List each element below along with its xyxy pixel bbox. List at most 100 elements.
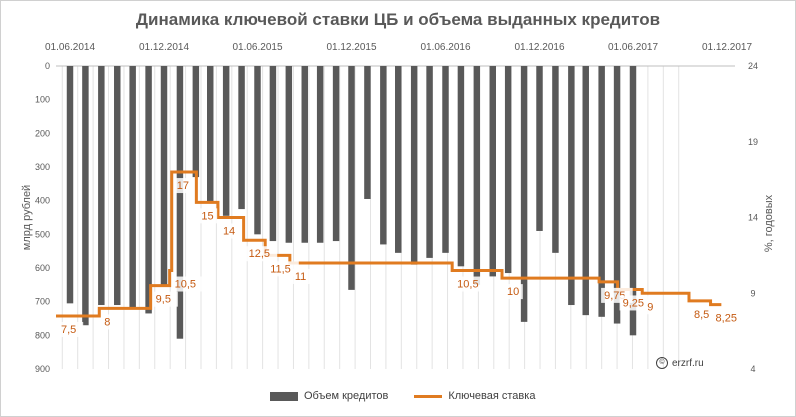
bar <box>613 66 621 324</box>
rate-label: 11 <box>295 271 306 283</box>
bar <box>145 66 152 314</box>
bar <box>285 66 293 243</box>
bar <box>160 66 168 285</box>
rate-label-bg <box>619 295 652 311</box>
legend-item-bars: Объем кредитов <box>270 390 388 402</box>
bar <box>582 66 589 316</box>
y-left-tick-label: 700 <box>35 297 50 307</box>
bar <box>552 66 559 253</box>
y-right-axis-title: %, годовых <box>763 194 775 252</box>
rate-label: 14 <box>223 226 235 238</box>
bar <box>348 66 355 290</box>
bar <box>301 66 308 243</box>
rate-label-bg <box>101 314 114 330</box>
rate-label: 9,25 <box>623 297 644 309</box>
rate-label-bg <box>504 284 523 300</box>
rate-label-bg <box>245 246 278 262</box>
y-right-tick-label: 19 <box>748 137 758 147</box>
rate-label-bg <box>219 223 239 239</box>
y-left-tick-label: 500 <box>35 229 50 239</box>
bar <box>410 66 418 265</box>
bar <box>269 66 277 242</box>
bar <box>395 66 402 253</box>
bar <box>238 66 245 210</box>
y-left-tick-label: 100 <box>35 95 50 105</box>
x-tick-label: 01.06.2014 <box>45 42 95 53</box>
legend-swatch-line <box>414 394 443 398</box>
y-right-tick-label: 14 <box>748 213 758 223</box>
y-right-tick-label: 24 <box>748 61 758 71</box>
bar <box>98 66 105 306</box>
rate-label: 9 <box>647 301 653 313</box>
x-tick-label: 01.12.2015 <box>326 42 376 53</box>
rate-label-bg <box>171 276 204 292</box>
bar <box>536 66 543 231</box>
bar <box>380 66 387 245</box>
rate-label: 12,5 <box>249 248 270 260</box>
rate-label: 11,5 <box>270 263 291 275</box>
watermark-text: erzrf.ru <box>672 357 704 369</box>
bar <box>457 66 465 267</box>
bar <box>316 66 324 243</box>
legend-swatch-bars <box>270 391 298 401</box>
y-right-tick-label: 4 <box>750 364 755 374</box>
rate-label-bg <box>690 306 717 322</box>
chart-title: Динамика ключевой ставки ЦБ и объема выд… <box>135 10 661 29</box>
rate-label: 8,25 <box>716 313 737 325</box>
rate-label: 15 <box>201 210 213 222</box>
bar <box>426 66 433 258</box>
x-tick-label: 01.06.2016 <box>420 42 470 53</box>
rate-label: 8 <box>104 316 110 328</box>
y-left-tick-label: 600 <box>35 263 50 273</box>
rate-label: 10,5 <box>457 279 478 291</box>
bar <box>254 66 261 235</box>
y-left-tick-label: 0 <box>45 61 50 71</box>
bar <box>568 66 575 306</box>
copyright-icon: © <box>656 357 668 369</box>
legend-label-line: Ключевая ставка <box>448 390 536 402</box>
rate-label-bg <box>712 310 745 326</box>
rate-label-bg <box>152 291 178 307</box>
bar <box>129 66 136 309</box>
rate-label: 9,5 <box>156 294 171 306</box>
bar <box>473 66 481 285</box>
bar <box>114 66 121 306</box>
bar <box>192 66 200 178</box>
rate-line <box>56 170 722 318</box>
bar <box>489 66 496 277</box>
y-left-axis-title: млрд рублей <box>21 185 33 250</box>
rate-label: 7,5 <box>61 324 76 336</box>
y-left-tick-label: 200 <box>35 128 50 138</box>
x-tick-label: 01.06.2017 <box>608 42 658 53</box>
y-left-tick-label: 900 <box>35 364 50 374</box>
x-tick-label: 01.06.2015 <box>232 42 282 53</box>
chart-legend: Объем кредитов Ключевая ставка <box>270 388 561 404</box>
bar <box>364 66 371 199</box>
bar <box>222 66 230 216</box>
rate-label-bg <box>173 178 193 194</box>
bar <box>629 66 637 336</box>
x-tick-label: 01.12.2017 <box>702 42 752 53</box>
bar <box>332 66 340 242</box>
bar <box>66 66 74 304</box>
watermark: © erzrf.ru <box>656 357 704 369</box>
bar <box>82 66 89 326</box>
rate-label-bg <box>644 299 657 315</box>
rate-label-bg <box>454 276 486 292</box>
bar <box>442 66 449 253</box>
bar <box>598 66 605 317</box>
bar <box>206 66 214 203</box>
y-left-tick-label: 400 <box>35 196 50 206</box>
x-tick-label: 01.12.2016 <box>514 42 564 53</box>
rate-label: 17 <box>177 180 189 192</box>
y-left-tick-label: 800 <box>35 330 50 340</box>
rate-label-bg <box>58 321 84 337</box>
rate-label: 10,5 <box>175 279 196 291</box>
rate-label-bg <box>267 261 299 277</box>
legend-item-line: Ключевая ставка <box>414 390 535 402</box>
bar <box>504 66 512 274</box>
x-tick-label: 01.12.2014 <box>139 42 189 53</box>
legend-label-bars: Объем кредитов <box>304 390 389 402</box>
y-left-tick-label: 300 <box>35 162 50 172</box>
